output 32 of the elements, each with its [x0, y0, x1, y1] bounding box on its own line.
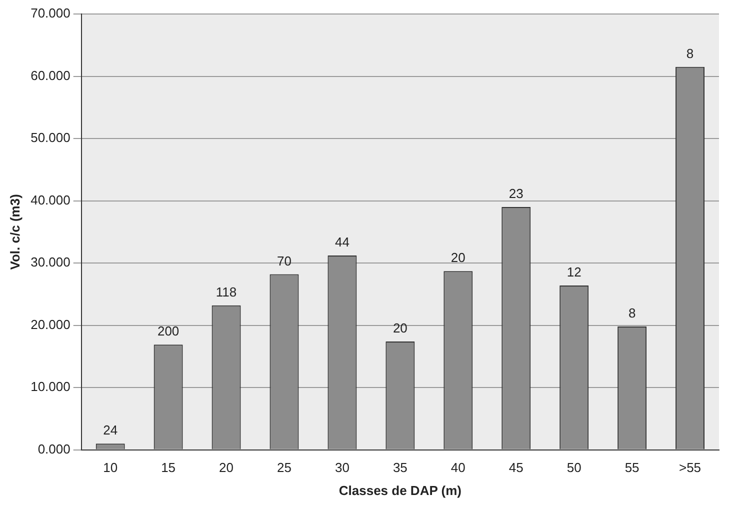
x-tick-label: 55 [624, 460, 640, 476]
annotation: 24 [103, 422, 118, 438]
y-tick-label: 10.000 [30, 379, 70, 394]
y-axis-title: Vol. c/c (m3) [7, 194, 22, 270]
y-tick-label: 0.000 [38, 441, 70, 456]
y-tick-label: 40.000 [30, 192, 70, 208]
annotation: 70 [277, 253, 292, 268]
y-tick-label: 50.000 [30, 130, 70, 146]
x-tick-label: 25 [277, 460, 292, 476]
x-axis-title: Classes de DAP (m) [338, 482, 462, 498]
annotation: 200 [157, 324, 180, 339]
annotation: 8 [686, 46, 694, 61]
annotation: 23 [508, 186, 524, 202]
x-tick-label: 35 [392, 460, 408, 476]
y-tick-label: 70.000 [30, 6, 70, 21]
x-tick-label: 10 [103, 460, 118, 476]
x-tick-label: 50 [566, 460, 582, 476]
annotation: 8 [628, 306, 636, 321]
y-tick-label: 30.000 [30, 254, 70, 270]
y-tick-label: 60.000 [30, 68, 70, 83]
annotation: 12 [566, 264, 582, 280]
x-tick-label: 40 [450, 460, 466, 476]
annotation: 44 [334, 234, 350, 250]
annotation: 20 [450, 250, 466, 266]
x-tick-label: 15 [161, 460, 176, 476]
x-tick-label: 30 [334, 460, 350, 476]
x-tick-label: 20 [219, 460, 234, 476]
annotation: 20 [392, 320, 408, 336]
x-tick-label: 45 [508, 460, 524, 476]
x-tick-label: >55 [678, 460, 702, 476]
annotation: 118 [216, 284, 237, 300]
y-tick-label: 20.000 [30, 316, 70, 332]
